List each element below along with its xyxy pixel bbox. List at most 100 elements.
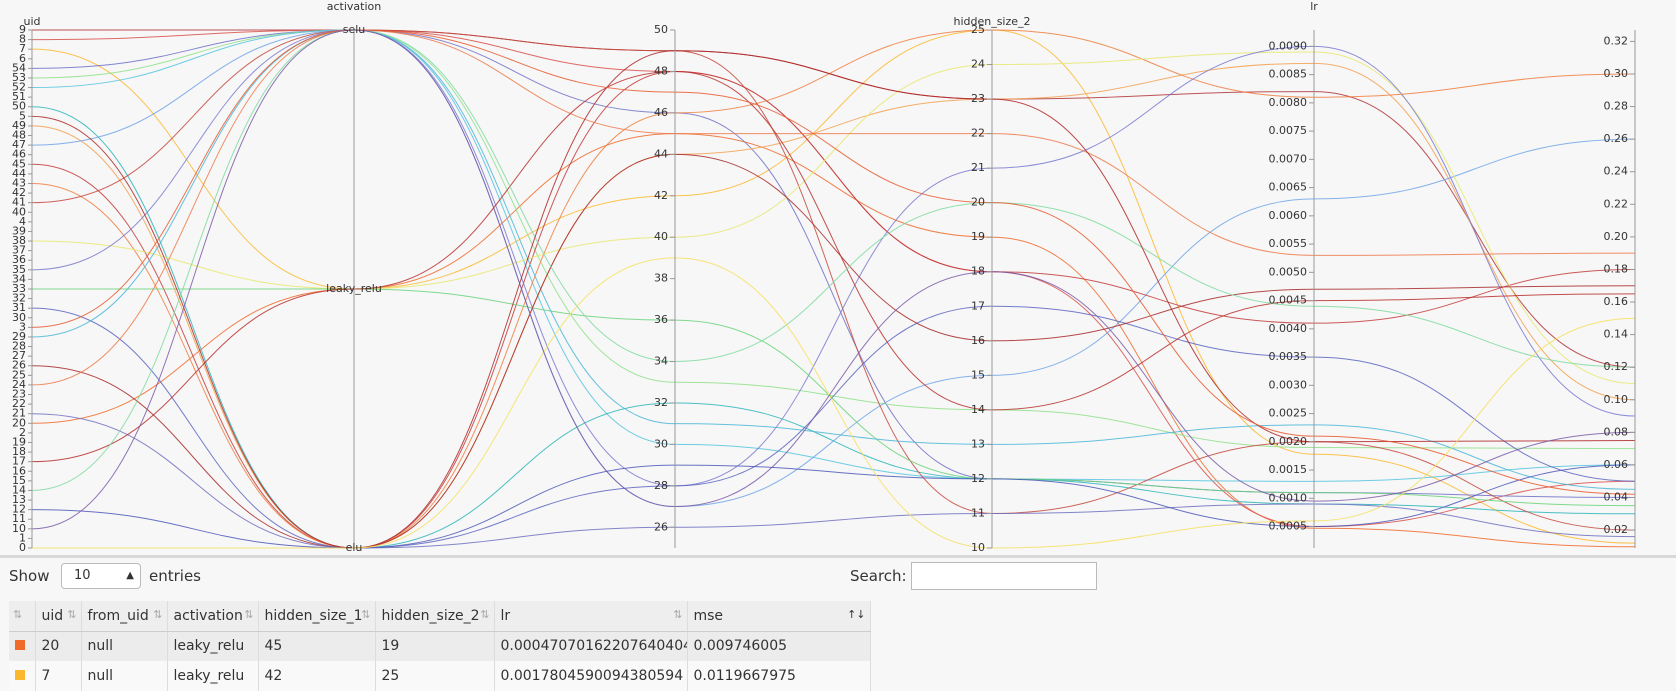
- entries-label: entries: [149, 567, 201, 585]
- sort-icon: ⇅: [361, 608, 371, 621]
- sort-icon: ↑↓: [847, 608, 866, 621]
- series-line: [31, 62, 1636, 549]
- tick-label: 34: [654, 355, 668, 368]
- table-cell: 42: [258, 661, 376, 691]
- tick-label: 0.16: [1604, 295, 1629, 308]
- series-line: [31, 133, 1636, 548]
- tick-label: 28: [654, 479, 668, 492]
- tick-label: 0.18: [1604, 262, 1629, 275]
- table-cell: null: [81, 631, 168, 661]
- category-label: leaky_relu: [326, 282, 382, 295]
- table-row[interactable]: 7 null leaky_relu 42 25 0.0017804590094380594…: [9, 661, 871, 691]
- tick-label: 3: [19, 320, 26, 333]
- header-label: mse: [693, 607, 724, 624]
- tick-label: 0.0045: [1269, 294, 1308, 307]
- series-line: [31, 153, 1636, 549]
- tick-label: 21: [12, 407, 26, 420]
- tick-label: 34: [12, 272, 26, 285]
- lines: [31, 29, 1636, 549]
- tick-label: 48: [654, 64, 668, 77]
- series-line: [31, 29, 1636, 531]
- tick-label: 10: [971, 541, 985, 554]
- header-cell[interactable]: from_uid ⇅: [81, 601, 168, 632]
- length-select[interactable]: 10 ▲: [61, 563, 141, 589]
- tick-label: 14: [971, 403, 985, 416]
- tick-label: 0.0035: [1269, 350, 1308, 363]
- tick-label: 39: [12, 224, 26, 237]
- header-cell[interactable]: hidden_size_1 ⇅: [258, 601, 376, 632]
- series-line: [31, 29, 1636, 508]
- tick-label: 29: [12, 330, 26, 343]
- tick-label: 51: [12, 90, 26, 103]
- header-cell[interactable]: lr ⇅: [494, 601, 688, 632]
- series-line: [32, 288, 1636, 507]
- tick-label: 54: [12, 61, 26, 74]
- table-row[interactable]: 20 null leaky_relu 45 19 0.000470701622076404…: [9, 631, 871, 661]
- tick-label: 0.0085: [1269, 68, 1308, 81]
- tick-label: 40: [12, 205, 26, 218]
- tick-label: 0.0030: [1269, 378, 1308, 391]
- tick-label: 38: [12, 234, 26, 247]
- series-line: [31, 29, 1636, 499]
- tick-label: 23: [12, 388, 26, 401]
- table-body: 20 null leaky_relu 45 19 0.000470701622076404…: [9, 631, 871, 691]
- tick-label: 9: [19, 23, 26, 36]
- tick-label: 46: [12, 148, 26, 161]
- tick-label: 10: [12, 522, 26, 535]
- table-cell: 20: [35, 631, 82, 661]
- tick-label: 12: [12, 503, 26, 516]
- tick-label: 8: [19, 33, 26, 46]
- tick-label: 25: [971, 23, 985, 36]
- parallel-plot: uid0110111213141516171819220212223242526…: [12, 0, 1636, 554]
- show-label: Show: [9, 567, 50, 585]
- axis-title: hidden_size_2: [953, 15, 1030, 28]
- header-cell[interactable]: activation ⇅: [167, 601, 259, 632]
- tick-label: 0.14: [1604, 328, 1629, 341]
- color-cell: [9, 661, 36, 691]
- tick-label: 16: [12, 464, 26, 477]
- sort-icon: ⇅: [67, 608, 77, 621]
- tick-label: 47: [12, 138, 26, 151]
- series-line: [31, 29, 1636, 490]
- header-cell[interactable]: uid ⇅: [35, 601, 82, 632]
- tick-label: 25: [12, 368, 26, 381]
- header-cell[interactable]: ⇅: [9, 601, 36, 632]
- tick-label: 37: [12, 244, 26, 257]
- table-cell: null: [81, 661, 168, 691]
- sort-icon: ⇅: [480, 608, 490, 621]
- tick-label: 19: [971, 230, 985, 243]
- tick-label: 48: [12, 129, 26, 142]
- tick-label: 42: [12, 186, 26, 199]
- table-cell: 0.0017804590094380594: [494, 661, 688, 691]
- tick-label: 11: [971, 506, 985, 519]
- sort-icon: ⇅: [244, 608, 254, 621]
- tick-label: 11: [12, 512, 26, 525]
- axis-title: activation: [327, 0, 382, 13]
- tick-label: 36: [12, 253, 26, 266]
- header-cell[interactable]: hidden_size_2 ⇅: [375, 601, 495, 632]
- tick-label: 22: [12, 397, 26, 410]
- tick-label: 0.0065: [1269, 181, 1308, 194]
- tick-label: 36: [654, 313, 668, 326]
- tick-label: 15: [12, 474, 26, 487]
- tick-label: 26: [12, 359, 26, 372]
- header-row: ⇅ uid ⇅ from_uid ⇅ activation ⇅ hidden_size_1 ⇅ h…: [9, 601, 871, 632]
- table-cell: 0.0119667975: [687, 661, 871, 691]
- tick-label: 0.10: [1604, 393, 1629, 406]
- tick-label: 16: [971, 334, 985, 347]
- tick-label: 0.08: [1604, 425, 1629, 438]
- tick-label: 0.0040: [1269, 322, 1308, 335]
- search-input[interactable]: [911, 562, 1097, 590]
- series-line: [31, 464, 1636, 549]
- header-cell[interactable]: mse ↑↓: [687, 601, 871, 632]
- tick-label: 32: [12, 292, 26, 305]
- tick-label: 23: [971, 92, 985, 105]
- tick-label: 21: [971, 161, 985, 174]
- tick-label: 0.0050: [1269, 265, 1308, 278]
- category-label: selu: [343, 23, 366, 36]
- series-line: [31, 70, 1636, 549]
- tick-label: 0.0005: [1269, 520, 1308, 533]
- table-cell: 45: [258, 631, 376, 661]
- tick-label: 6: [19, 52, 26, 65]
- tick-label: 22: [971, 127, 985, 140]
